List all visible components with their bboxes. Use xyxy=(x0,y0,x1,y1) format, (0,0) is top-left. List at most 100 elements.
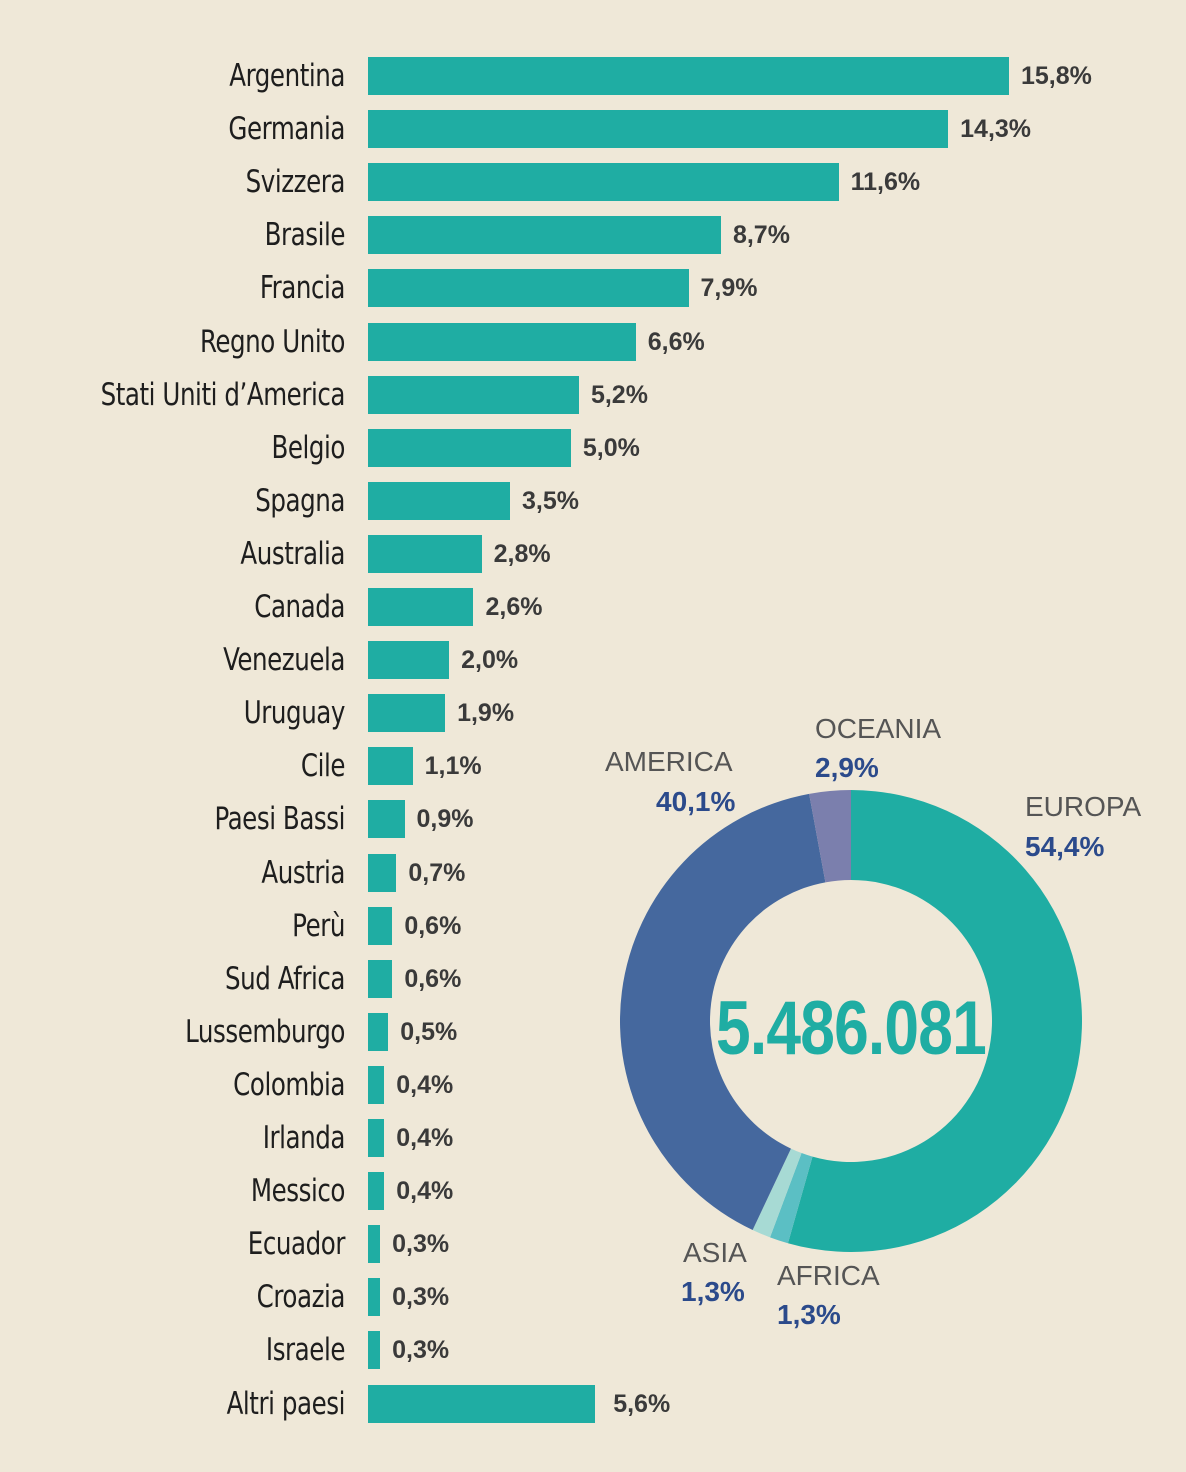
bar xyxy=(368,269,689,308)
bar-value-label: 0,4% xyxy=(396,1177,454,1206)
bar xyxy=(368,57,1009,95)
bar xyxy=(368,1331,381,1370)
bar-row: Argentina 15,8% xyxy=(0,57,1186,95)
bar-label: Australia xyxy=(240,535,345,572)
bar-label: Messico xyxy=(250,1173,346,1210)
bar-row: Cile 1,1% xyxy=(0,747,1186,786)
bar-value-label: 0,3% xyxy=(392,1283,450,1312)
bar-value-label: 5,0% xyxy=(582,433,640,462)
bar-label: Regno Unito xyxy=(199,323,345,360)
bar-label: Uruguay xyxy=(243,695,346,732)
bar-row: Uruguay 1,9% xyxy=(0,694,1186,733)
bar-row: Irlanda 0,4% xyxy=(0,1119,1186,1157)
bar xyxy=(368,481,510,520)
bar-label: Lussemburgo xyxy=(185,1013,345,1050)
bar xyxy=(368,534,482,573)
donut-slice-europa xyxy=(787,790,1082,1252)
bar-value-label: 6,6% xyxy=(647,327,705,356)
bar-label: Perù xyxy=(292,907,345,944)
donut-center-total: 5.486.081 xyxy=(716,986,987,1071)
label-asia: ASIA xyxy=(683,1237,747,1268)
bar-row: Messico 0,4% xyxy=(0,1172,1186,1211)
bar-value-label: 15,8% xyxy=(1021,62,1092,90)
bar-row: Svizzera 11,6% xyxy=(0,163,1186,202)
bar-label: Sud Africa xyxy=(224,960,345,997)
bar-label: Svizzera xyxy=(245,164,346,201)
bar-value-label: 14,3% xyxy=(960,115,1032,144)
bar-row: Ecuador 0,3% xyxy=(0,1225,1186,1264)
value-africa: 1,3% xyxy=(777,1299,841,1330)
bar-row: Perù 0,6% xyxy=(0,906,1186,945)
bar xyxy=(368,428,571,467)
bar xyxy=(368,1012,389,1051)
bar-label: Cile xyxy=(300,748,346,785)
value-asia: 1,3% xyxy=(681,1276,745,1307)
donut-slice-america xyxy=(620,793,826,1231)
bar-value-label: 2,0% xyxy=(461,646,519,675)
bar xyxy=(368,163,839,202)
bar-row: Francia 7,9% xyxy=(0,269,1186,308)
bar xyxy=(368,1278,381,1317)
bar-value-label: 0,5% xyxy=(400,1017,458,1046)
bar xyxy=(368,747,413,786)
bar xyxy=(368,641,450,680)
bar xyxy=(368,588,474,626)
donut-slice-oceania xyxy=(809,790,851,883)
bar-row: Lussemburgo 0,5% xyxy=(0,1012,1186,1051)
bar-row: Sud Africa 0,6% xyxy=(0,959,1186,998)
bar xyxy=(368,1384,596,1423)
bar-value-label: 1,1% xyxy=(424,752,482,781)
bar-row: Germania 14,3% xyxy=(0,110,1186,149)
bar-row: Spagna 3,5% xyxy=(0,481,1186,520)
bar-value-label: 5,2% xyxy=(590,380,648,409)
bar-value-label: 8,7% xyxy=(732,221,790,250)
bar-label: Canada xyxy=(254,589,345,625)
bar xyxy=(368,694,446,733)
bar xyxy=(368,1225,381,1264)
bar-row: Venezuela 2,0% xyxy=(0,641,1186,680)
bar-value-label: 11,6% xyxy=(850,168,921,197)
bar-row: Altri paesi 5,6% xyxy=(0,1384,1186,1423)
bar-row: Belgio 5,0% xyxy=(0,428,1186,467)
bar-value-label: 0,6% xyxy=(404,964,462,993)
bar-value-label: 0,9% xyxy=(416,805,474,834)
bar-row: Brasile 8,7% xyxy=(0,216,1186,255)
bar xyxy=(368,322,636,361)
bar-label: Brasile xyxy=(264,217,346,254)
bar-label: Irlanda xyxy=(262,1120,346,1156)
bar-row: Austria 0,7% xyxy=(0,853,1186,892)
bar-label: Stati Uniti d’America xyxy=(100,376,346,413)
value-oceania: 2,9% xyxy=(815,752,879,783)
bar-value-label: 0,4% xyxy=(396,1070,454,1099)
bar-value-label: 0,4% xyxy=(396,1124,454,1152)
bar-value-label: 0,7% xyxy=(408,858,466,887)
label-oceania: OCEANIA xyxy=(815,713,942,744)
bar-label: Argentina xyxy=(229,58,345,94)
bar-value-label: 5,6% xyxy=(613,1389,671,1418)
donut-slice-africa xyxy=(770,1153,813,1244)
bar-value-label: 2,6% xyxy=(485,593,543,621)
label-america: AMERICA xyxy=(605,746,733,777)
bar xyxy=(368,853,397,892)
bar-label: Francia xyxy=(259,270,346,307)
bar-label: Austria xyxy=(261,854,345,891)
bar-label: Ecuador xyxy=(247,1226,346,1263)
bar-label: Venezuela xyxy=(223,642,345,679)
bar-row: Colombia 0,4% xyxy=(0,1065,1186,1104)
bar-label: Israele xyxy=(265,1332,346,1369)
bar-row: Australia 2,8% xyxy=(0,534,1186,573)
bar-value-label: 0,6% xyxy=(404,911,462,940)
bar-label: Altri paesi xyxy=(226,1385,346,1422)
continent-donut-chart xyxy=(620,790,1082,1252)
donut-slice-asia xyxy=(752,1148,802,1238)
value-europa: 54,4% xyxy=(1025,831,1105,862)
label-europa: EUROPA xyxy=(1025,791,1142,822)
bar xyxy=(368,906,393,945)
bar xyxy=(368,959,393,998)
bar-label: Paesi Bassi xyxy=(214,801,345,838)
bar-label: Spagna xyxy=(255,482,345,519)
label-africa: AFRICA xyxy=(777,1260,880,1291)
bar xyxy=(368,1119,385,1157)
bar-row: Stati Uniti d’America 5,2% xyxy=(0,375,1186,414)
bar xyxy=(368,375,579,414)
